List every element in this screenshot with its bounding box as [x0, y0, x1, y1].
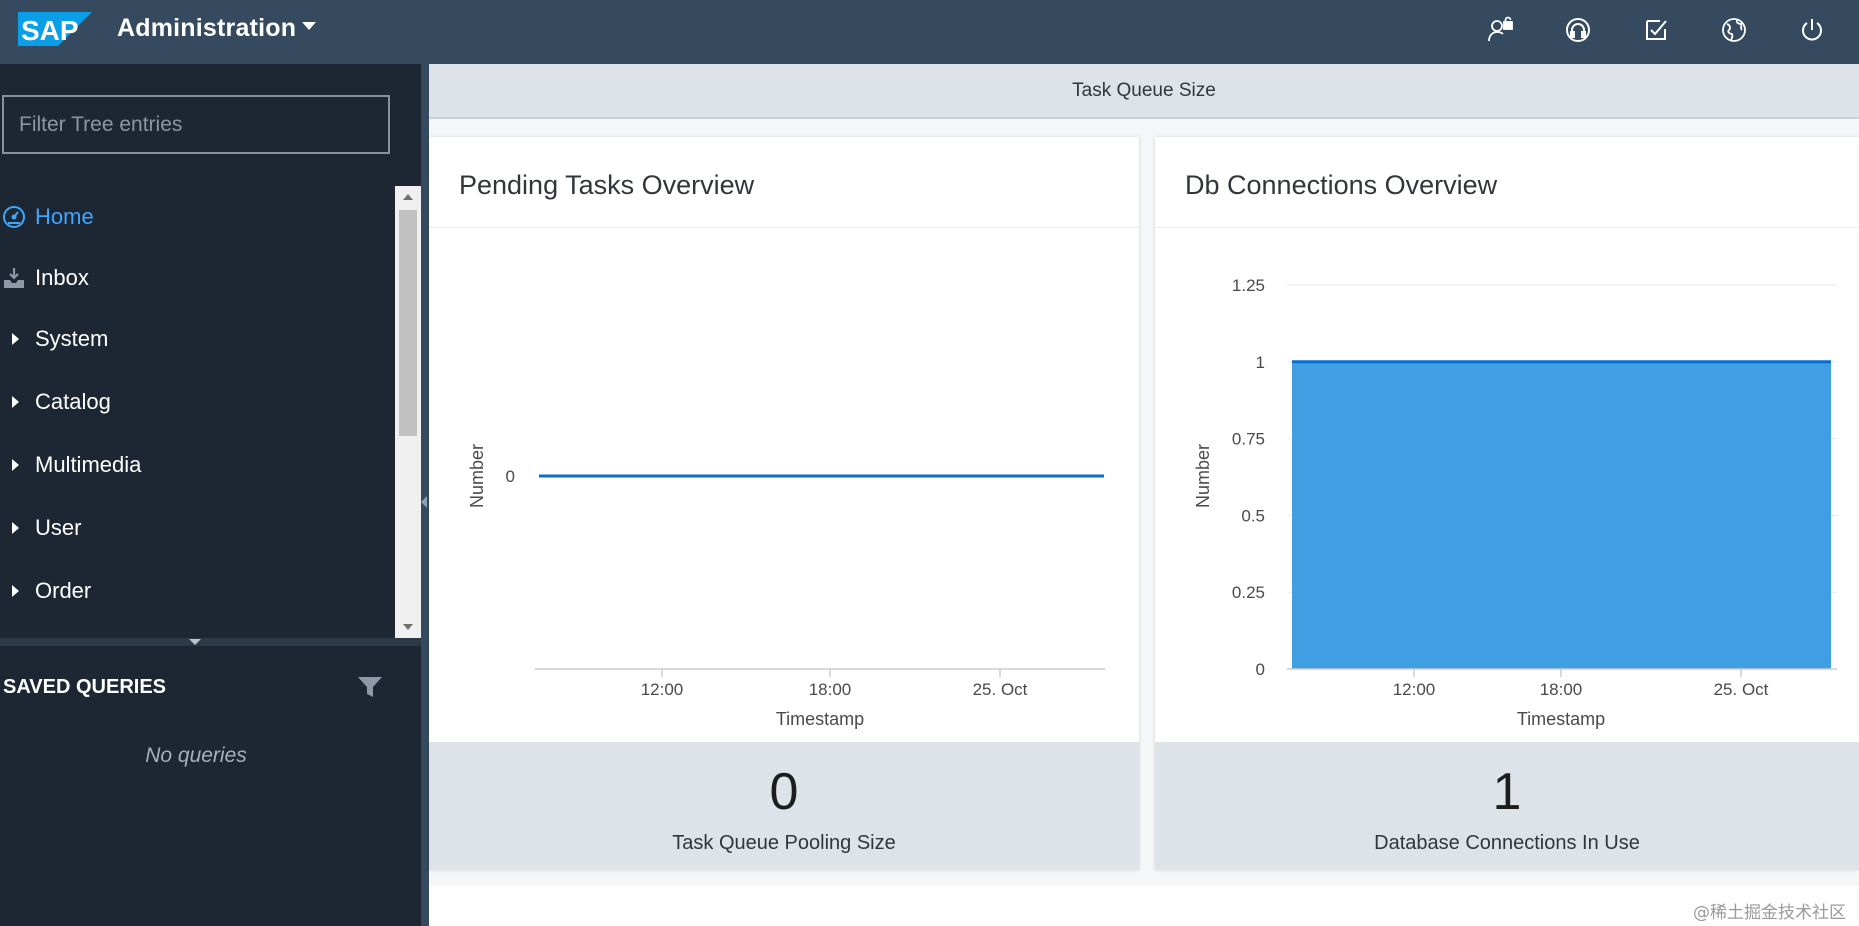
- tree-item-catalog[interactable]: Catalog: [0, 382, 390, 422]
- tree-item-label: Order: [35, 578, 92, 603]
- headset-icon[interactable]: [1562, 14, 1594, 46]
- filter-icon[interactable]: [356, 673, 384, 701]
- x-tick-label: 18:00: [1540, 680, 1583, 699]
- y-tick-label: 1.25: [1232, 276, 1265, 295]
- pending-tasks-panel: Pending Tasks Overview 12:00 18:00 25. Oct…: [429, 137, 1139, 870]
- x-axis-title: Timestamp: [1517, 709, 1605, 729]
- tree-item-user[interactable]: User: [0, 508, 390, 548]
- x-tick-label: 12:00: [1393, 680, 1436, 699]
- power-icon[interactable]: [1796, 14, 1828, 46]
- scroll-thumb[interactable]: [399, 210, 417, 436]
- y-tick-label: 0: [1256, 660, 1265, 679]
- checklist-icon[interactable]: [1640, 14, 1672, 46]
- tree-item-label: System: [35, 326, 109, 351]
- y-tick-label: 0.5: [1241, 506, 1265, 525]
- panel-title: Db Connections Overview: [1185, 170, 1498, 200]
- tree-item-label: Catalog: [35, 389, 111, 414]
- tree-item-home[interactable]: Home: [0, 197, 390, 237]
- kpi-label: Database Connections In Use: [1374, 832, 1640, 854]
- tree-scrollbar[interactable]: [395, 186, 421, 638]
- section-title: Task Queue Size: [1072, 79, 1216, 101]
- app-title[interactable]: Administration: [117, 14, 297, 42]
- no-queries-text: No queries: [145, 744, 247, 767]
- tree-item-order[interactable]: Order: [0, 571, 390, 611]
- y-tick-label: 1: [1256, 353, 1265, 372]
- home-dashboard-icon: [0, 197, 32, 237]
- tree-item-label: Multimedia: [35, 452, 142, 477]
- svg-text:SAP: SAP: [21, 15, 79, 46]
- x-tick-label: 12:00: [641, 680, 684, 699]
- panel-divider: [1155, 227, 1859, 228]
- scroll-up-arrow-icon[interactable]: [403, 194, 413, 200]
- tree-item-multimedia[interactable]: Multimedia: [0, 445, 390, 485]
- x-axis-title: Timestamp: [776, 709, 864, 729]
- navigation-tree: Home Inbox System Catalog Multimedia Use…: [0, 186, 395, 638]
- app-menu-caret-icon[interactable]: [302, 22, 316, 30]
- saved-queries-title: SAVED QUERIES: [3, 676, 166, 698]
- y-tick-label: 0.25: [1232, 583, 1265, 602]
- db-connections-chart: 0 0.25 0.5 0.75 1 1.25 12:00 18:00 25. Oct Number…: [1193, 276, 1837, 729]
- tree-item-label: Home: [35, 204, 94, 229]
- splitter-caret-icon[interactable]: [189, 639, 201, 645]
- kpi-value: 0: [769, 763, 799, 821]
- panel-divider: [429, 227, 1139, 228]
- panel-splitter[interactable]: [0, 638, 421, 646]
- panel-title: Pending Tasks Overview: [459, 170, 755, 200]
- watermark-text: @稀土掘金技术社区: [1693, 903, 1846, 923]
- kpi-value: 1: [1492, 763, 1522, 821]
- sap-logo[interactable]: SAP: [18, 12, 92, 46]
- shell-bar: SAP Administration: [0, 0, 1859, 64]
- expand-arrow-icon[interactable]: [0, 382, 32, 422]
- y-axis-title: Number: [1193, 444, 1213, 508]
- panel-footer: 0 Task Queue Pooling Size: [429, 742, 1139, 870]
- x-tick-label: 25. Oct: [1714, 680, 1769, 699]
- y-tick-label: 0.75: [1232, 430, 1265, 449]
- x-tick-label: 18:00: [809, 680, 852, 699]
- collapse-sidebar-icon[interactable]: [421, 496, 427, 508]
- user-lock-icon[interactable]: [1484, 14, 1516, 46]
- scroll-down-arrow-icon[interactable]: [403, 624, 413, 630]
- y-axis-title: Number: [467, 444, 487, 508]
- tree-item-inbox[interactable]: Inbox: [0, 258, 390, 298]
- tree-item-label: Inbox: [35, 265, 89, 290]
- sidebar: [0, 64, 421, 926]
- expand-arrow-icon[interactable]: [0, 445, 32, 485]
- expand-arrow-icon[interactable]: [0, 508, 32, 548]
- db-connections-panel: Db Connections Overview 0 0.25 0.5 0.75 1 1.2…: [1155, 137, 1859, 870]
- tree-item-label: User: [35, 515, 82, 540]
- expand-arrow-icon[interactable]: [0, 319, 32, 359]
- x-tick-label: 25. Oct: [973, 680, 1028, 699]
- tree-item-system[interactable]: System: [0, 319, 390, 359]
- expand-arrow-icon[interactable]: [0, 571, 32, 611]
- kpi-label: Task Queue Pooling Size: [672, 832, 896, 854]
- inbox-icon: [0, 258, 32, 298]
- y-tick-label: 0: [506, 467, 515, 486]
- panel-footer: 1 Database Connections In Use: [1155, 742, 1859, 870]
- sidebar-divider[interactable]: [421, 64, 429, 926]
- globe-icon[interactable]: [1718, 14, 1750, 46]
- series-area: [1292, 361, 1831, 669]
- filter-tree-input[interactable]: [2, 95, 390, 154]
- section-header: Task Queue Size: [429, 64, 1859, 119]
- pending-tasks-chart: 12:00 18:00 25. Oct 0 Number Timestamp: [467, 444, 1105, 729]
- bottom-strip: [429, 886, 1859, 926]
